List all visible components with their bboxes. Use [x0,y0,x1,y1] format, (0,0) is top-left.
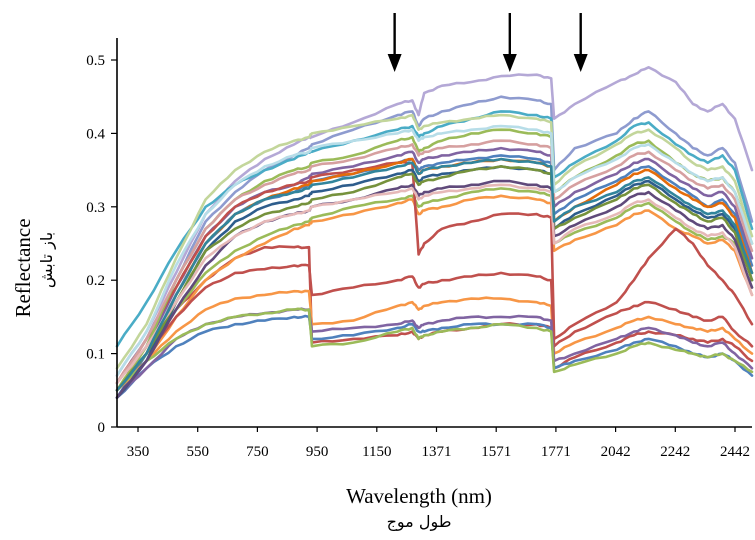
x-tick-label: 1150 [362,444,391,460]
down-arrow-icon [573,54,588,72]
x-tick-label: 1571 [481,444,511,460]
spectrum-line [115,160,754,385]
down-arrow-icon [502,54,517,72]
spectrum-line [115,314,754,399]
x-tick-label: 2042 [601,444,631,460]
y-axis-ticks: 0 0.1 0.2 0.3 0.4 0.5 [86,53,117,436]
spectrum-line [115,194,754,399]
spectrum-line [115,187,754,392]
spectrum-line [115,157,754,392]
x-axis-ticks: 350 550 750 950 1150 1371 1571 1771 2042 2242 2442 [127,427,750,460]
y-tick-label: 0.4 [86,126,105,142]
y-tick-label: 0.2 [86,273,105,289]
x-tick-label: 750 [246,444,269,460]
y-tick-label: 0.3 [86,200,105,216]
x-tick-label: 2242 [660,444,690,460]
spectrum-line [115,165,754,392]
y-tick-label: 0.5 [86,53,105,69]
y-tick-label: 0.1 [86,347,105,363]
x-tick-label: 1771 [541,444,571,460]
x-tick-label: 2442 [720,444,750,460]
spectrum-line [115,307,754,392]
x-axis-label-secondary: طول موج [387,512,452,532]
spectrum-line [115,183,754,385]
y-axis-label-secondary: باز تابش [37,232,57,288]
x-tick-label: 550 [186,444,209,460]
x-tick-label: 950 [306,444,329,460]
spectrum-line [115,113,754,370]
down-arrow-icon [387,54,402,72]
spectrum-line [115,124,754,377]
spectrum-line [115,289,754,392]
spectrum-line [115,263,754,392]
absorption-arrows [387,13,588,72]
spectrum-line [115,66,754,377]
y-tick-label: 0 [98,420,106,436]
spectrum-line [115,139,754,385]
y-axis-label: Reflectance [11,218,35,317]
x-tick-label: 1371 [422,444,452,460]
series-lines [115,66,754,399]
x-axis-label: Wavelength (nm) [346,484,492,508]
x-tick-label: 350 [127,444,150,460]
